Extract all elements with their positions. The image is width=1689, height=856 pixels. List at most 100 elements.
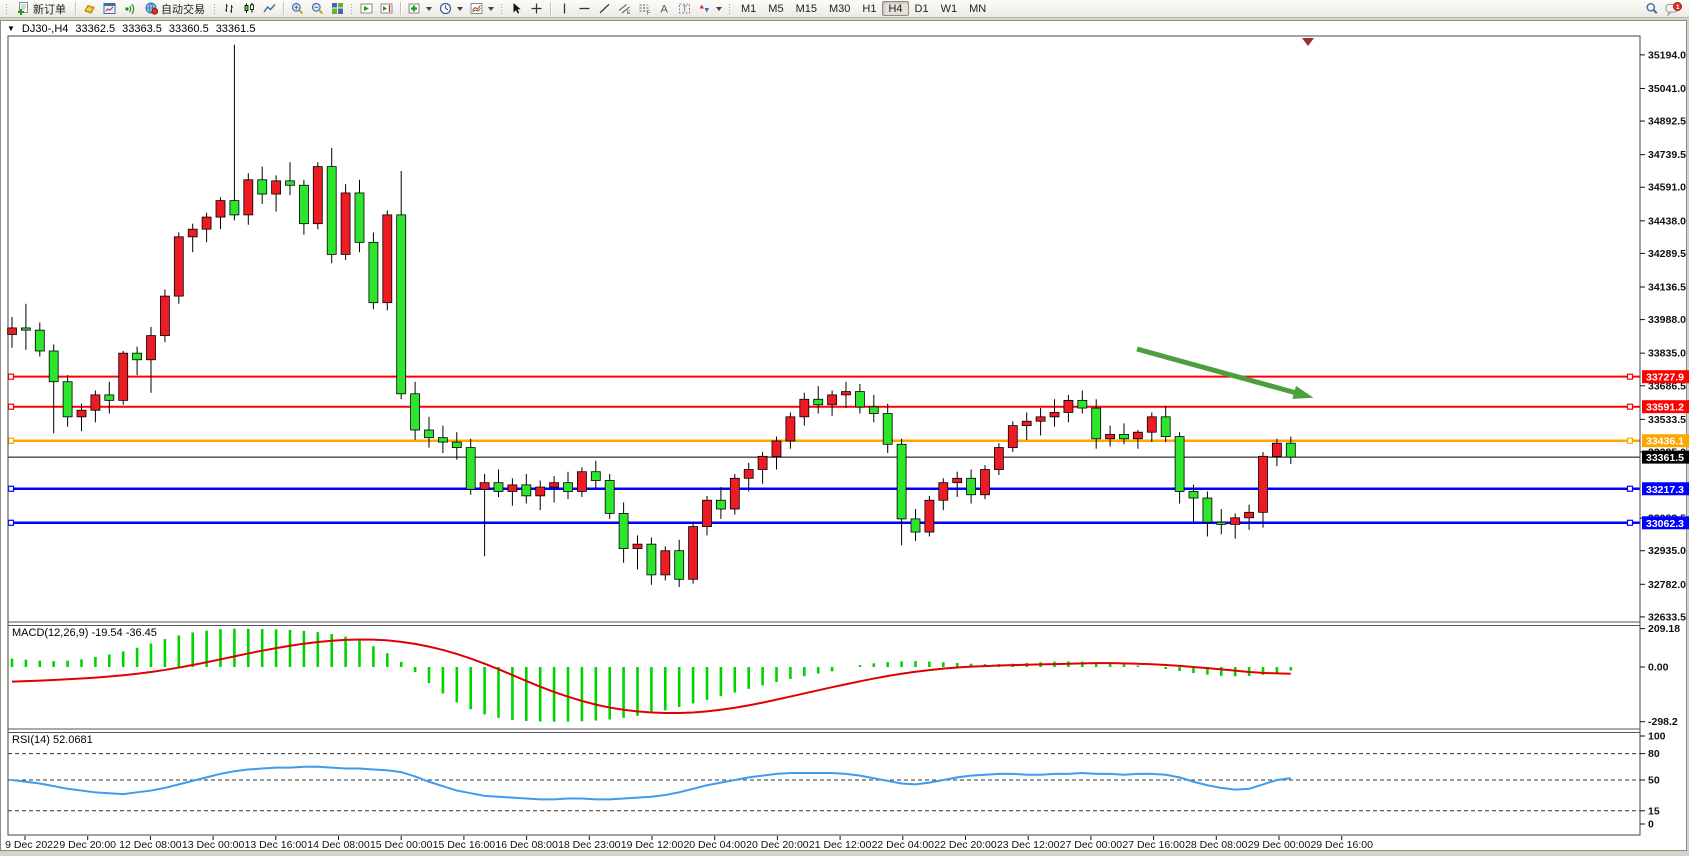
trend-arrow-annotation[interactable]: [1136, 346, 1314, 399]
vertical-line-icon: [563, 3, 566, 14]
auto-scroll-button[interactable]: [357, 1, 376, 17]
svg-text:E: E: [627, 10, 631, 15]
cursor-button[interactable]: [507, 1, 526, 17]
label-icon: T: [679, 3, 690, 14]
bar-chart-button[interactable]: [220, 1, 239, 17]
templates-button[interactable]: [467, 1, 497, 17]
svg-text:209.18: 209.18: [1648, 623, 1680, 635]
price-level-lines[interactable]: [7, 373, 1640, 526]
zoom-out-button[interactable]: [308, 1, 327, 17]
candlestick-button[interactable]: [240, 1, 259, 17]
label-button[interactable]: T: [675, 1, 694, 17]
svg-text:20 Dec 04:00: 20 Dec 04:00: [683, 839, 746, 851]
notification-count: 1: [1676, 4, 1680, 11]
svg-text:14 Dec 08:00: 14 Dec 08:00: [307, 839, 370, 851]
toolbar: 新订单 自动交易: [0, 0, 1689, 18]
timeframe-m30-button[interactable]: M30: [828, 2, 851, 15]
chart-shift-marker[interactable]: [1302, 38, 1314, 46]
timeframe-m5-button[interactable]: M5: [768, 2, 784, 15]
signal-button[interactable]: [120, 1, 139, 17]
timeframe-h1-button[interactable]: H1: [862, 2, 877, 15]
svg-text:33217.3: 33217.3: [1646, 484, 1684, 496]
crosshair-icon: [531, 3, 542, 14]
price-axis[interactable]: 35194.0 35041.0 34892.5 34739.5 34591.0 34438…: [1640, 49, 1686, 831]
line-chart-button[interactable]: [260, 1, 279, 17]
bar-chart-icon: [225, 4, 233, 13]
price-badges: 33727.9 33591.2 33436.1 33217.3 33062.3 33361…: [1642, 370, 1689, 530]
svg-text:34289.5: 34289.5: [1648, 248, 1686, 260]
svg-text:21 Dec 12:00: 21 Dec 12:00: [809, 839, 872, 851]
svg-text:80: 80: [1648, 748, 1660, 760]
svg-text:22 Dec 04:00: 22 Dec 04:00: [872, 839, 935, 851]
svg-text:33591.2: 33591.2: [1646, 402, 1684, 414]
svg-text:34136.5: 34136.5: [1648, 281, 1686, 293]
tile-windows-button[interactable]: [328, 1, 347, 17]
signal-icon: [125, 3, 135, 15]
trendline-icon: [599, 3, 610, 14]
timeframe-mn-button[interactable]: MN: [969, 2, 987, 15]
svg-text:13 Dec 00:00: 13 Dec 00:00: [182, 839, 245, 851]
timeframes-button[interactable]: [436, 1, 466, 17]
svg-text:32633.5: 32633.5: [1648, 611, 1686, 623]
timeframe-w1-button[interactable]: W1: [940, 2, 958, 15]
crosshair-button[interactable]: [527, 1, 546, 17]
timeframe-d1-button[interactable]: D1: [914, 2, 929, 15]
new-order-icon: [18, 2, 28, 15]
timeframe-m1-button[interactable]: M1: [741, 2, 757, 15]
search-icon: [1646, 2, 1658, 14]
svg-text:33436.1: 33436.1: [1646, 436, 1684, 448]
gold-ingot-button[interactable]: [80, 1, 99, 17]
zoom-in-button[interactable]: [288, 1, 307, 17]
svg-text:0.00: 0.00: [1648, 662, 1669, 674]
chart-shift-icon: [380, 3, 393, 14]
svg-text:9 Dec 20:00: 9 Dec 20:00: [59, 839, 116, 851]
fibonacci-button[interactable]: F: [635, 1, 654, 17]
fibonacci-icon: F: [639, 4, 650, 15]
arrows-button[interactable]: [695, 1, 725, 17]
search-button[interactable]: [1642, 1, 1662, 17]
svg-text:34739.5: 34739.5: [1648, 149, 1686, 161]
rsi-indicator-label: RSI(14) 52.0681: [12, 734, 93, 746]
svg-text:T: T: [682, 5, 687, 14]
svg-text:34892.5: 34892.5: [1648, 116, 1686, 128]
zoom-in-icon: [291, 2, 304, 15]
equidistant-channel-button[interactable]: E: [615, 1, 634, 17]
trendline-button[interactable]: [595, 1, 614, 17]
horizontal-line-button[interactable]: [575, 1, 594, 17]
svg-text:34438.0: 34438.0: [1648, 215, 1686, 227]
text-button[interactable]: A: [655, 1, 674, 17]
svg-text:33686.5: 33686.5: [1648, 380, 1686, 392]
svg-text:15: 15: [1648, 805, 1660, 817]
notifications-button[interactable]: 1: [1662, 1, 1686, 17]
timeframe-m15-button[interactable]: M15: [795, 2, 817, 15]
auto-scroll-icon: [360, 3, 373, 14]
auto-trading-button[interactable]: 自动交易: [140, 1, 210, 17]
vertical-line-button[interactable]: [555, 1, 574, 17]
text-icon: A: [661, 4, 669, 16]
timeframe-h4-button[interactable]: H4: [882, 1, 909, 16]
add-indicator-button[interactable]: [405, 1, 435, 17]
svg-text:50: 50: [1648, 775, 1660, 787]
arrows-icon: [699, 4, 709, 13]
svg-text:15 Dec 16:00: 15 Dec 16:00: [433, 839, 496, 851]
svg-text:15 Dec 00:00: 15 Dec 00:00: [370, 839, 433, 851]
ohlc-panel-toggle[interactable]: ▼: [7, 24, 15, 33]
candlestick-icon: [244, 2, 254, 13]
auto-trading-icon: [145, 2, 158, 15]
new-chart-button[interactable]: [100, 1, 119, 17]
time-axis[interactable]: 9 Dec 2022 9 Dec 20:00 12 Dec 08:00 13 Dec …: [5, 836, 1373, 851]
chart-shift-button[interactable]: [377, 1, 396, 17]
zoom-out-icon: [311, 2, 324, 15]
svg-text:9 Dec 2022: 9 Dec 2022: [5, 839, 59, 851]
quote-close: 33361.5: [215, 23, 256, 35]
rsi-pane: [8, 753, 1640, 812]
new-chart-icon: [103, 3, 116, 14]
auto-trading-label: 自动交易: [161, 3, 205, 16]
svg-text:35194.0: 35194.0: [1648, 49, 1686, 61]
macd-pane: [10, 628, 1293, 722]
toolbar-grip: [5, 2, 9, 15]
svg-text:27 Dec 16:00: 27 Dec 16:00: [1122, 839, 1185, 851]
new-order-button[interactable]: 新订单: [12, 1, 71, 17]
symbol-period: DJ30-,H4: [21, 23, 69, 35]
